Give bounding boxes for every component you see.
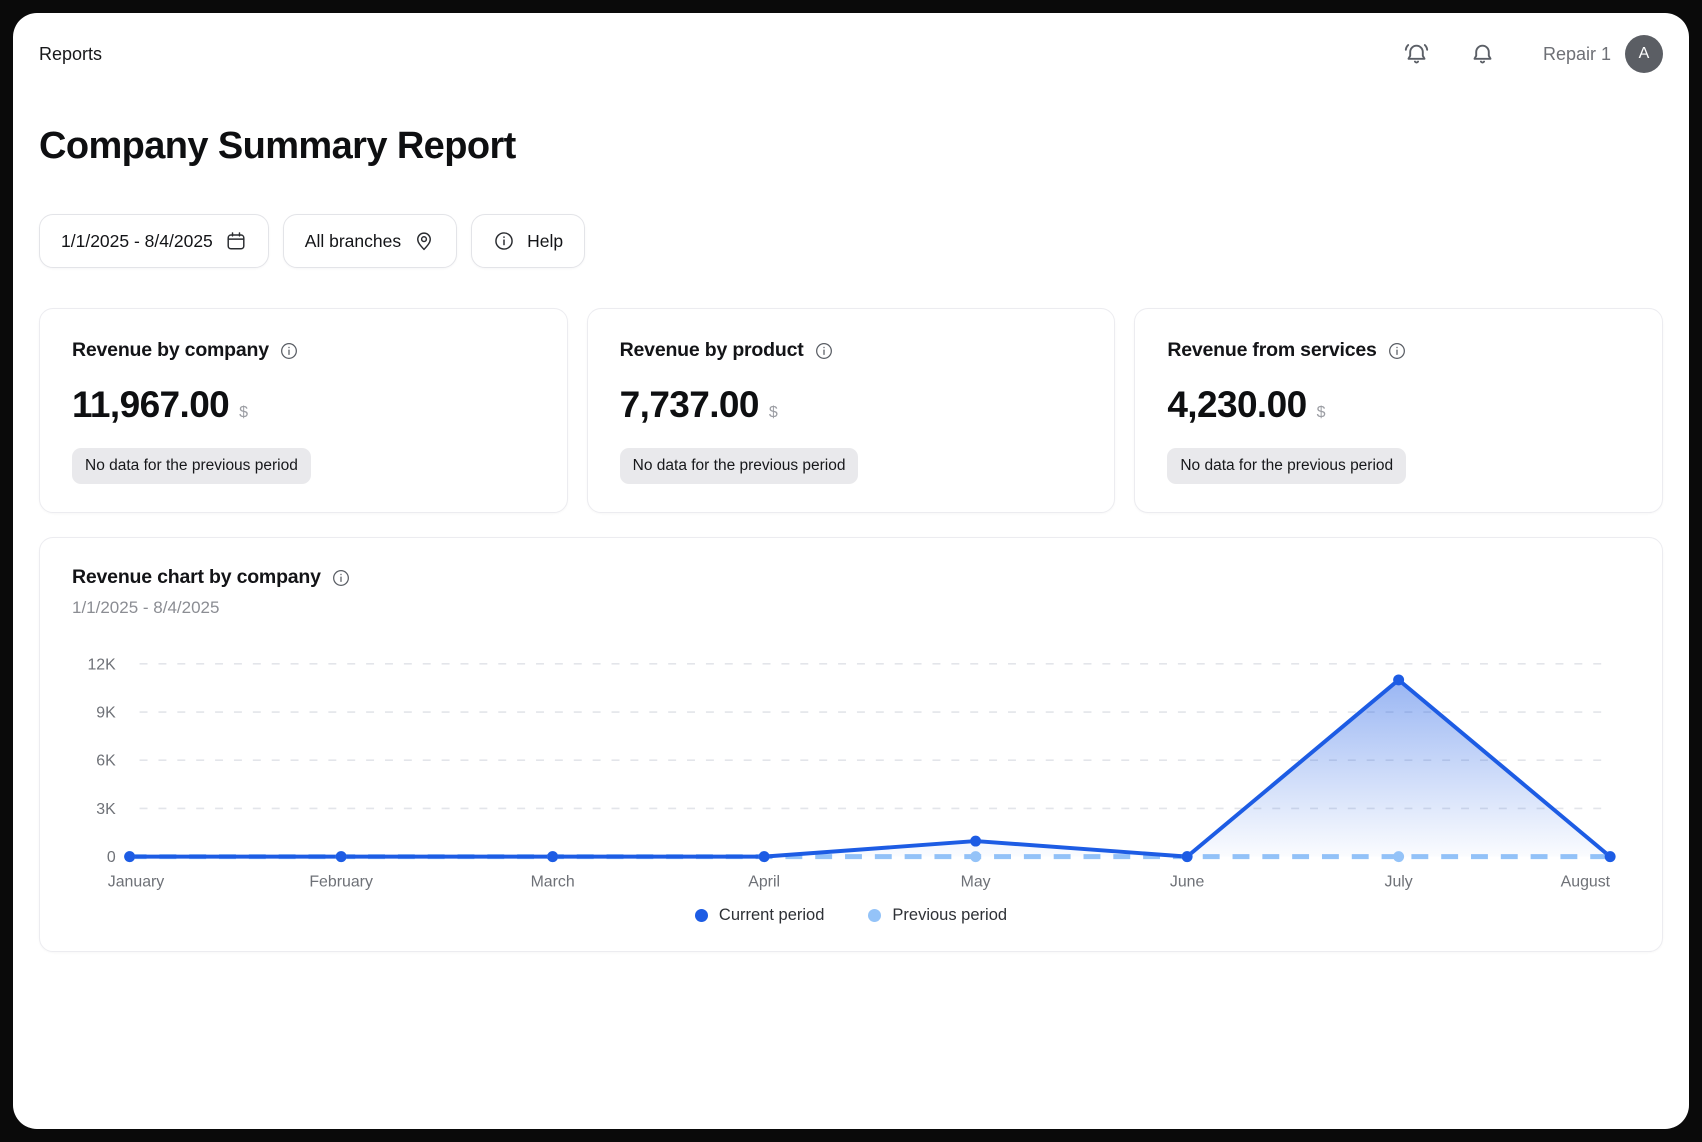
- help-button-label: Help: [527, 230, 564, 251]
- chart-date-range: 1/1/2025 - 8/4/2025: [72, 598, 220, 617]
- chart-canvas: 0 3K 6K 9K 12K January February March April May Ju…: [87, 656, 1616, 890]
- legend-label: Current period: [718, 906, 825, 925]
- current-period-line: [127, 677, 1613, 859]
- previous-period-badge: No data for the previous period: [72, 448, 311, 484]
- card-revenue-by-company: Revenue by company 11,967.00 $ No data f…: [39, 308, 568, 513]
- bell-icon: [1474, 44, 1492, 63]
- current-period-point[interactable]: [1393, 674, 1405, 686]
- chart-legend: Current period Previous period: [72, 906, 1630, 933]
- x-axis-label: August: [1561, 873, 1611, 890]
- ringing-bell-icon: [1405, 43, 1429, 63]
- page-title: Company Summary Report: [39, 125, 516, 167]
- account-menu[interactable]: Repair 1 A: [1543, 35, 1663, 73]
- legend-dot-current: [694, 909, 708, 923]
- legend-label: Previous period: [892, 906, 1008, 925]
- previous-period-point[interactable]: [1393, 851, 1405, 863]
- card-revenue-by-product: Revenue by product 7,737.00 $ No data fo…: [586, 308, 1116, 513]
- y-axis-tick: 12K: [87, 656, 116, 673]
- card-title: Revenue by company: [72, 339, 269, 361]
- previous-period-point[interactable]: [970, 851, 982, 863]
- info-icon[interactable]: [331, 568, 351, 588]
- current-period-point[interactable]: [758, 851, 770, 863]
- previous-period-badge: No data for the previous period: [619, 448, 859, 484]
- date-range-value: 1/1/2025 - 8/4/2025: [61, 230, 213, 251]
- info-icon[interactable]: [814, 341, 834, 361]
- branch-filter[interactable]: All branches: [282, 214, 458, 268]
- legend-item-current-period[interactable]: Current period: [694, 906, 825, 925]
- app-screen: Reports Repair 1: [13, 13, 1689, 1129]
- currency-symbol: $: [768, 404, 778, 421]
- info-icon[interactable]: [279, 341, 299, 361]
- chart-title: Revenue chart by company: [72, 566, 321, 588]
- x-axis-label: April: [748, 873, 780, 890]
- current-period-point[interactable]: [1181, 851, 1193, 863]
- revenue-chart-card: Revenue chart by company 1/1/2025 - 8/4/…: [39, 537, 1663, 953]
- y-axis-tick: 3K: [96, 801, 116, 818]
- top-bar-actions: Repair 1 A: [1403, 35, 1663, 73]
- filters-row: 1/1/2025 - 8/4/2025 All branches: [39, 214, 1663, 268]
- card-value: 11,967.00: [72, 384, 230, 425]
- current-period-point[interactable]: [970, 835, 982, 847]
- notifications-button[interactable]: [1469, 40, 1497, 68]
- avatar[interactable]: A: [1625, 35, 1663, 73]
- x-axis-label: June: [1170, 873, 1205, 890]
- info-icon[interactable]: [1387, 341, 1407, 361]
- y-axis-tick: 0: [107, 849, 116, 866]
- currency-symbol: $: [1316, 404, 1326, 421]
- breadcrumb: Reports: [39, 43, 103, 64]
- card-value: 7,737.00: [619, 384, 760, 425]
- card-value: 4,230.00: [1167, 384, 1307, 425]
- current-period-area: [129, 679, 1611, 857]
- x-axis-label: March: [531, 873, 575, 890]
- x-axis-label: July: [1385, 873, 1413, 890]
- x-axis-label: May: [961, 873, 991, 890]
- revenue-line-chart: 0 3K 6K 9K 12K January February March April May Ju…: [72, 640, 1630, 900]
- currency-symbol: $: [239, 404, 249, 421]
- x-axis-label: January: [108, 873, 165, 890]
- current-period-point[interactable]: [335, 851, 347, 863]
- announcements-button[interactable]: [1403, 40, 1431, 68]
- location-pin-icon: [417, 232, 432, 251]
- legend-dot-previous: [868, 909, 882, 923]
- current-period-point[interactable]: [1604, 851, 1616, 863]
- help-button[interactable]: Help: [471, 214, 586, 268]
- branch-filter-value: All branches: [304, 230, 402, 251]
- y-axis-tick: 6K: [96, 753, 116, 770]
- previous-period-badge: No data for the previous period: [1167, 448, 1407, 484]
- date-range-picker[interactable]: 1/1/2025 - 8/4/2025: [39, 214, 269, 268]
- current-period-point[interactable]: [547, 851, 559, 863]
- info-icon: [495, 232, 513, 250]
- card-title: Revenue from services: [1167, 339, 1377, 361]
- top-bar: Reports Repair 1: [39, 13, 1663, 87]
- current-period-point[interactable]: [124, 851, 136, 863]
- card-revenue-from-services: Revenue from services 4,230.00 $ No data…: [1134, 308, 1663, 513]
- card-title: Revenue by product: [619, 339, 804, 361]
- y-axis-tick: 9K: [96, 705, 116, 722]
- x-axis-label: February: [309, 873, 373, 890]
- workspace-name: Repair 1: [1542, 43, 1611, 64]
- calendar-icon: [227, 232, 245, 250]
- legend-item-previous-period[interactable]: Previous period: [868, 906, 1007, 925]
- stat-cards-row: Revenue by company 11,967.00 $ No data f…: [39, 308, 1663, 513]
